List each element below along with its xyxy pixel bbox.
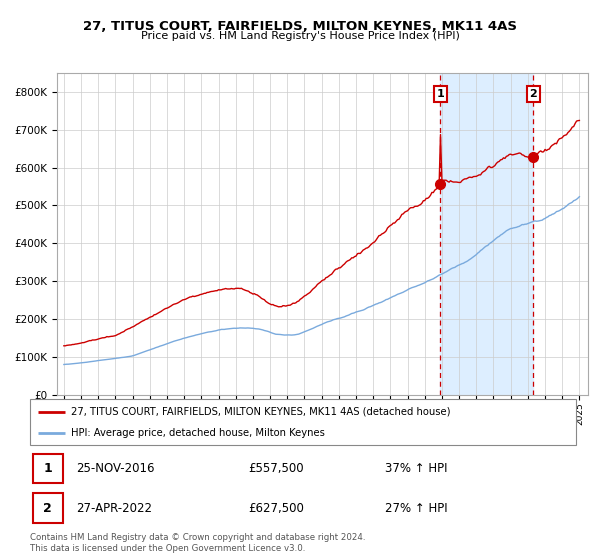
Text: £627,500: £627,500 (248, 502, 304, 515)
FancyBboxPatch shape (33, 493, 63, 522)
Text: 25-NOV-2016: 25-NOV-2016 (76, 462, 155, 475)
Text: £557,500: £557,500 (248, 462, 304, 475)
FancyBboxPatch shape (30, 399, 576, 445)
Bar (440, 73, 533, 395)
Text: Contains HM Land Registry data © Crown copyright and database right 2024.
This d: Contains HM Land Registry data © Crown c… (30, 533, 365, 553)
FancyBboxPatch shape (33, 454, 63, 483)
Text: 27-APR-2022: 27-APR-2022 (76, 502, 152, 515)
Text: 2: 2 (43, 502, 52, 515)
Text: 27% ↑ HPI: 27% ↑ HPI (385, 502, 448, 515)
Text: HPI: Average price, detached house, Milton Keynes: HPI: Average price, detached house, Milt… (71, 428, 325, 438)
Text: 1: 1 (43, 462, 52, 475)
Text: 37% ↑ HPI: 37% ↑ HPI (385, 462, 448, 475)
Text: Price paid vs. HM Land Registry's House Price Index (HPI): Price paid vs. HM Land Registry's House … (140, 31, 460, 41)
Text: 2: 2 (529, 88, 537, 99)
Text: 1: 1 (436, 88, 444, 99)
Text: 27, TITUS COURT, FAIRFIELDS, MILTON KEYNES, MK11 4AS: 27, TITUS COURT, FAIRFIELDS, MILTON KEYN… (83, 20, 517, 32)
Text: 27, TITUS COURT, FAIRFIELDS, MILTON KEYNES, MK11 4AS (detached house): 27, TITUS COURT, FAIRFIELDS, MILTON KEYN… (71, 407, 451, 417)
